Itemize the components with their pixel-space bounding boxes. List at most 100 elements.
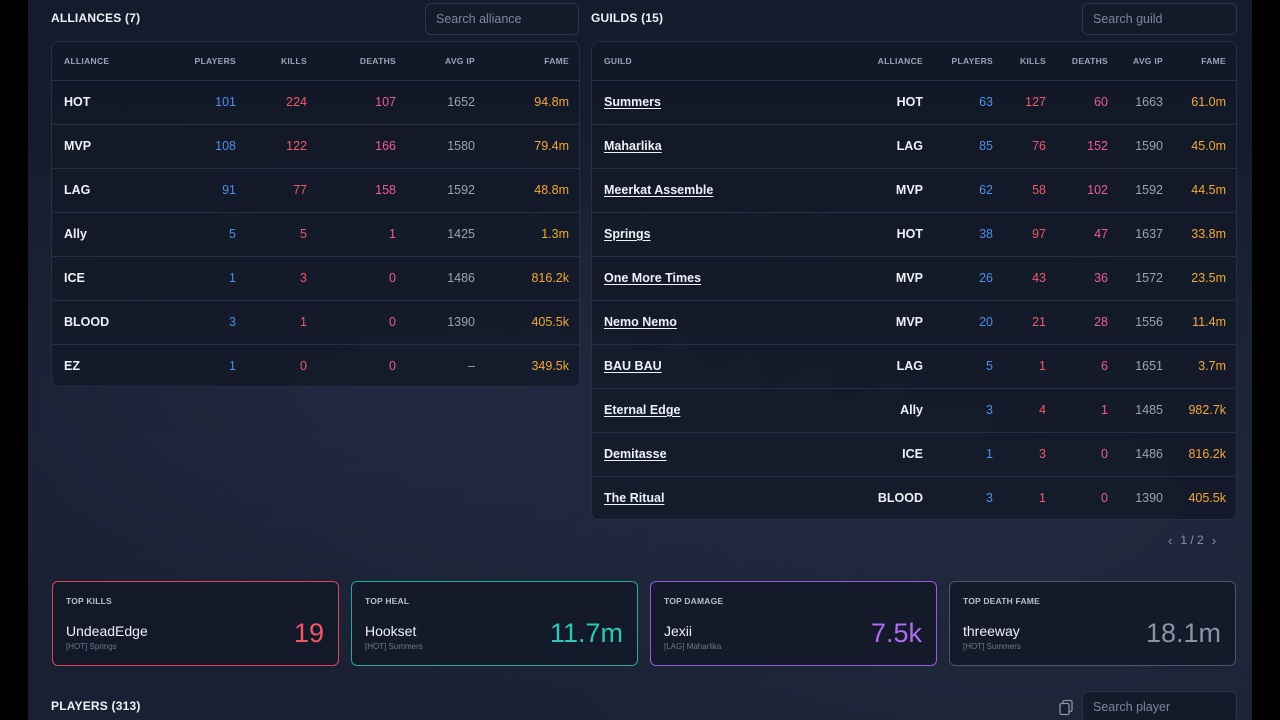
copy-icon[interactable] [1058, 699, 1074, 716]
col-guild[interactable]: GUILD [592, 42, 865, 80]
players-count: 26 [935, 256, 1005, 300]
player-name[interactable]: Jexii [664, 623, 692, 639]
kills-count: 76 [1005, 124, 1058, 168]
deaths-count: 152 [1058, 124, 1120, 168]
table-row[interactable]: LAG 91 77 158 1592 48.8m [52, 168, 580, 212]
avg-ip: – [408, 344, 487, 387]
players-count: 62 [935, 168, 1005, 212]
kills-count: 127 [1005, 80, 1058, 124]
avg-ip: 1652 [408, 80, 487, 124]
players-count: 91 [147, 168, 248, 212]
guild-link[interactable]: Springs [604, 227, 651, 241]
col-avg-ip[interactable]: AVG IP [1120, 42, 1175, 80]
kills-count: 0 [248, 344, 319, 387]
top-kills-card: TOP KILLS UndeadEdge [HOT] Springs 19 [52, 581, 339, 666]
guild-alliance: Ally [865, 388, 935, 432]
players-count: 1 [935, 432, 1005, 476]
col-fame[interactable]: FAME [487, 42, 580, 80]
chevron-right-icon[interactable]: › [1212, 533, 1216, 548]
kills-count: 1 [1005, 476, 1058, 520]
fame-value: 44.5m [1175, 168, 1237, 212]
search-player-input[interactable] [1082, 691, 1237, 720]
card-title: TOP DEATH FAME [963, 596, 1040, 606]
guild-link[interactable]: Nemo Nemo [604, 315, 677, 329]
table-row[interactable]: Ally 5 5 1 1425 1.3m [52, 212, 580, 256]
players-count: 1 [147, 256, 248, 300]
player-name[interactable]: UndeadEdge [66, 623, 148, 639]
table-row[interactable]: EZ 1 0 0 – 349.5k [52, 344, 580, 387]
kills-count: 1 [1005, 344, 1058, 388]
alliance-name: LAG [52, 168, 147, 212]
guild-cell: The Ritual [592, 476, 865, 520]
deaths-count: 1 [319, 212, 408, 256]
fame-value: 23.5m [1175, 256, 1237, 300]
alliances-header-row: ALLIANCE PLAYERS KILLS DEATHS AVG IP FAM… [52, 42, 580, 80]
kills-count: 97 [1005, 212, 1058, 256]
players-title: PLAYERS (313) [51, 699, 141, 713]
fame-value: 816.2k [487, 256, 580, 300]
player-name[interactable]: Hookset [365, 623, 416, 639]
table-row[interactable]: BLOOD 3 1 0 1390 405.5k [52, 300, 580, 344]
guild-cell: Maharlika [592, 124, 865, 168]
alliance-name: HOT [52, 80, 147, 124]
avg-ip: 1486 [1120, 432, 1175, 476]
deaths-count: 47 [1058, 212, 1120, 256]
table-row[interactable]: HOT 101 224 107 1652 94.8m [52, 80, 580, 124]
guild-cell: Meerkat Assemble [592, 168, 865, 212]
stat-value: 11.7m [550, 618, 623, 649]
players-count: 5 [935, 344, 1005, 388]
alliance-name: BLOOD [52, 300, 147, 344]
avg-ip: 1390 [408, 300, 487, 344]
guild-link[interactable]: Meerkat Assemble [604, 183, 713, 197]
players-count: 85 [935, 124, 1005, 168]
avg-ip: 1592 [408, 168, 487, 212]
col-players[interactable]: PLAYERS [147, 42, 248, 80]
fame-value: 982.7k [1175, 388, 1237, 432]
chevron-left-icon[interactable]: ‹ [1168, 533, 1172, 548]
col-alliance[interactable]: ALLIANCE [865, 42, 935, 80]
deaths-count: 6 [1058, 344, 1120, 388]
guild-cell: BAU BAU [592, 344, 865, 388]
avg-ip: 1390 [1120, 476, 1175, 520]
alliances-title: ALLIANCES (7) [51, 11, 140, 25]
col-fame[interactable]: FAME [1175, 42, 1237, 80]
table-row[interactable]: MVP 108 122 166 1580 79.4m [52, 124, 580, 168]
guild-link[interactable]: Maharlika [604, 139, 662, 153]
players-count: 3 [935, 388, 1005, 432]
fame-value: 48.8m [487, 168, 580, 212]
col-deaths[interactable]: DEATHS [1058, 42, 1120, 80]
search-alliance-input[interactable] [425, 3, 579, 35]
player-name[interactable]: threeway [963, 623, 1020, 639]
fame-value: 61.0m [1175, 80, 1237, 124]
search-guild-input[interactable] [1082, 3, 1237, 35]
player-guild: [HOT] Summers [963, 642, 1021, 651]
guild-link[interactable]: Eternal Edge [604, 403, 680, 417]
col-players[interactable]: PLAYERS [935, 42, 1005, 80]
avg-ip: 1592 [1120, 168, 1175, 212]
stat-value: 7.5k [871, 618, 922, 649]
avg-ip: 1425 [408, 212, 487, 256]
col-kills[interactable]: KILLS [1005, 42, 1058, 80]
alliance-name: EZ [52, 344, 147, 387]
players-count: 3 [935, 476, 1005, 520]
table-row: Summers HOT 63 127 60 1663 61.0m [592, 80, 1237, 124]
guild-link[interactable]: One More Times [604, 271, 701, 285]
guild-link[interactable]: The Ritual [604, 491, 664, 505]
table-row[interactable]: ICE 1 3 0 1486 816.2k [52, 256, 580, 300]
guild-cell: One More Times [592, 256, 865, 300]
col-alliance[interactable]: ALLIANCE [52, 42, 147, 80]
col-kills[interactable]: KILLS [248, 42, 319, 80]
guild-link[interactable]: BAU BAU [604, 359, 662, 373]
kills-count: 77 [248, 168, 319, 212]
guild-link[interactable]: Demitasse [604, 447, 667, 461]
guild-alliance: BLOOD [865, 476, 935, 520]
deaths-count: 1 [1058, 388, 1120, 432]
col-avg-ip[interactable]: AVG IP [408, 42, 487, 80]
col-deaths[interactable]: DEATHS [319, 42, 408, 80]
table-row: Eternal Edge Ally 3 4 1 1485 982.7k [592, 388, 1237, 432]
guild-link[interactable]: Summers [604, 95, 661, 109]
guild-cell: Summers [592, 80, 865, 124]
players-count: 38 [935, 212, 1005, 256]
guild-cell: Nemo Nemo [592, 300, 865, 344]
deaths-count: 36 [1058, 256, 1120, 300]
